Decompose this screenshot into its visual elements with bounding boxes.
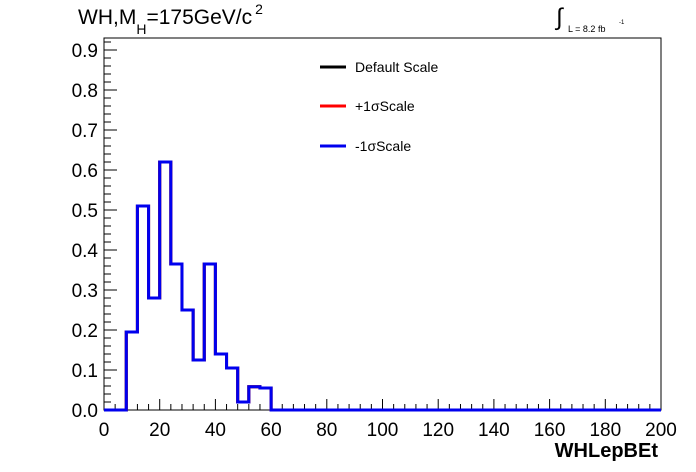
x-tick-label: 100 [367, 420, 399, 441]
x-tick-label: 0 [99, 420, 110, 441]
y-tick-label: 0.9 [72, 41, 98, 62]
x-tick-label: 80 [316, 420, 337, 441]
title-value: =175GeV/c [146, 6, 253, 29]
legend-label: Default Scale [355, 59, 438, 75]
y-tick-label: 0.2 [72, 321, 98, 342]
x-tick-label: 40 [205, 420, 226, 441]
y-tick-label: 0.8 [72, 81, 98, 102]
title-superscript: 2 [255, 1, 263, 17]
y-tick-label: 0.3 [72, 281, 98, 302]
plot-title: WH,MH=175GeV/c 2 [78, 1, 263, 37]
legend-label: +1σScale [355, 98, 415, 114]
x-tick-label: 120 [422, 420, 454, 441]
legend-label: -1σScale [355, 138, 411, 154]
x-tick-label: 160 [534, 420, 566, 441]
luminosity-text: L = 8.2 fb [568, 24, 606, 34]
y-tick-label: 0.7 [72, 121, 98, 142]
y-tick-label: 0.1 [72, 361, 98, 382]
x-tick-label: 180 [589, 420, 621, 441]
y-tick-label: 0.4 [72, 241, 99, 262]
title-subscript: H [136, 21, 147, 37]
integral-symbol: ∫ [556, 4, 563, 31]
y-tick-label: 0.6 [72, 161, 98, 182]
luminosity-exponent: -1 [619, 20, 625, 26]
x-tick-label: 20 [149, 420, 170, 441]
x-tick-label: 140 [478, 420, 510, 441]
x-tick-label: 60 [261, 420, 282, 441]
y-tick-label: 0.0 [72, 401, 98, 422]
x-axis-label: WHLepBEt [554, 440, 658, 462]
series-line-2 [104, 160, 661, 412]
series-line-1 [104, 160, 661, 412]
series-line-3 [104, 160, 661, 412]
y-tick-label: 0.5 [72, 201, 98, 222]
plot-frame [103, 37, 662, 411]
title-prefix: WH,M [78, 6, 137, 29]
x-tick-label: 200 [645, 420, 677, 441]
